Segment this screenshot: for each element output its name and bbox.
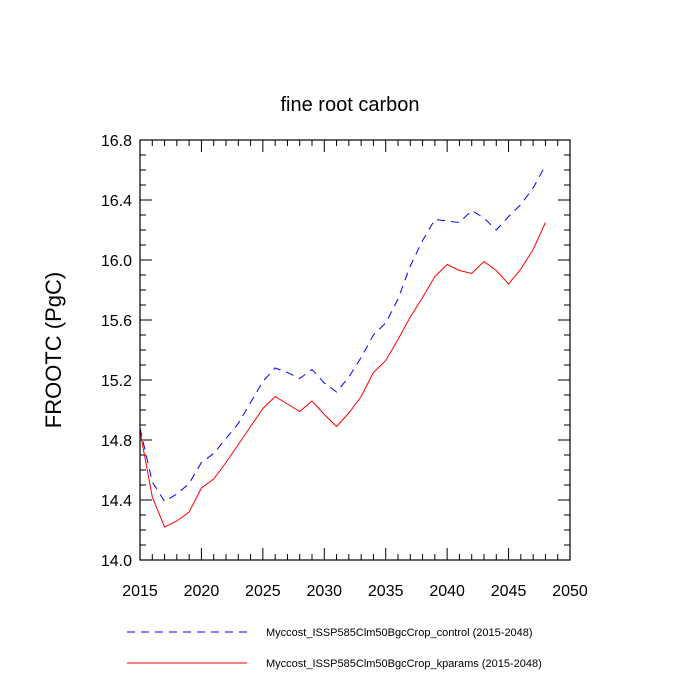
x-tick-label: 2025	[245, 583, 281, 600]
y-tick-label: 16.0	[101, 253, 132, 270]
y-tick-label: 15.2	[101, 373, 132, 390]
y-tick-label: 16.4	[101, 193, 132, 210]
x-tick-label: 2035	[368, 583, 404, 600]
legend-label-2: Myccost_ISSP585Clm50BgcCrop_kparams (201…	[266, 658, 542, 670]
legend-label-1: Myccost_ISSP585Clm50BgcCrop_control (201…	[266, 627, 533, 639]
y-tick-label: 14.8	[101, 433, 132, 450]
chart-title: fine root carbon	[281, 94, 420, 116]
y-tick-label: 15.6	[101, 313, 132, 330]
plot-frame	[139, 139, 571, 561]
y-tick-label: 14.4	[101, 493, 132, 510]
axis-tick-labels: 2015 2020 2025 2030 2035 2040 2045 2050 14.0 14.4…	[101, 133, 588, 600]
axis-ticks	[139, 139, 571, 561]
y-tick-label: 14.0	[101, 553, 132, 570]
x-tick-label: 2050	[552, 583, 588, 600]
x-tick-label: 2015	[122, 583, 158, 600]
series-line-2	[139, 222, 546, 528]
x-tick-label: 2020	[184, 583, 220, 600]
series-line-1	[139, 165, 546, 503]
x-tick-label: 2030	[306, 583, 342, 600]
series-lines	[139, 165, 546, 528]
x-tick-label: 2040	[429, 583, 465, 600]
legend: Myccost_ISSP585Clm50BgcCrop_control (201…	[127, 627, 542, 670]
x-tick-label: 2045	[491, 583, 527, 600]
y-tick-label: 16.8	[101, 133, 132, 150]
y-axis-label: FROOTC (PgC)	[41, 272, 66, 428]
